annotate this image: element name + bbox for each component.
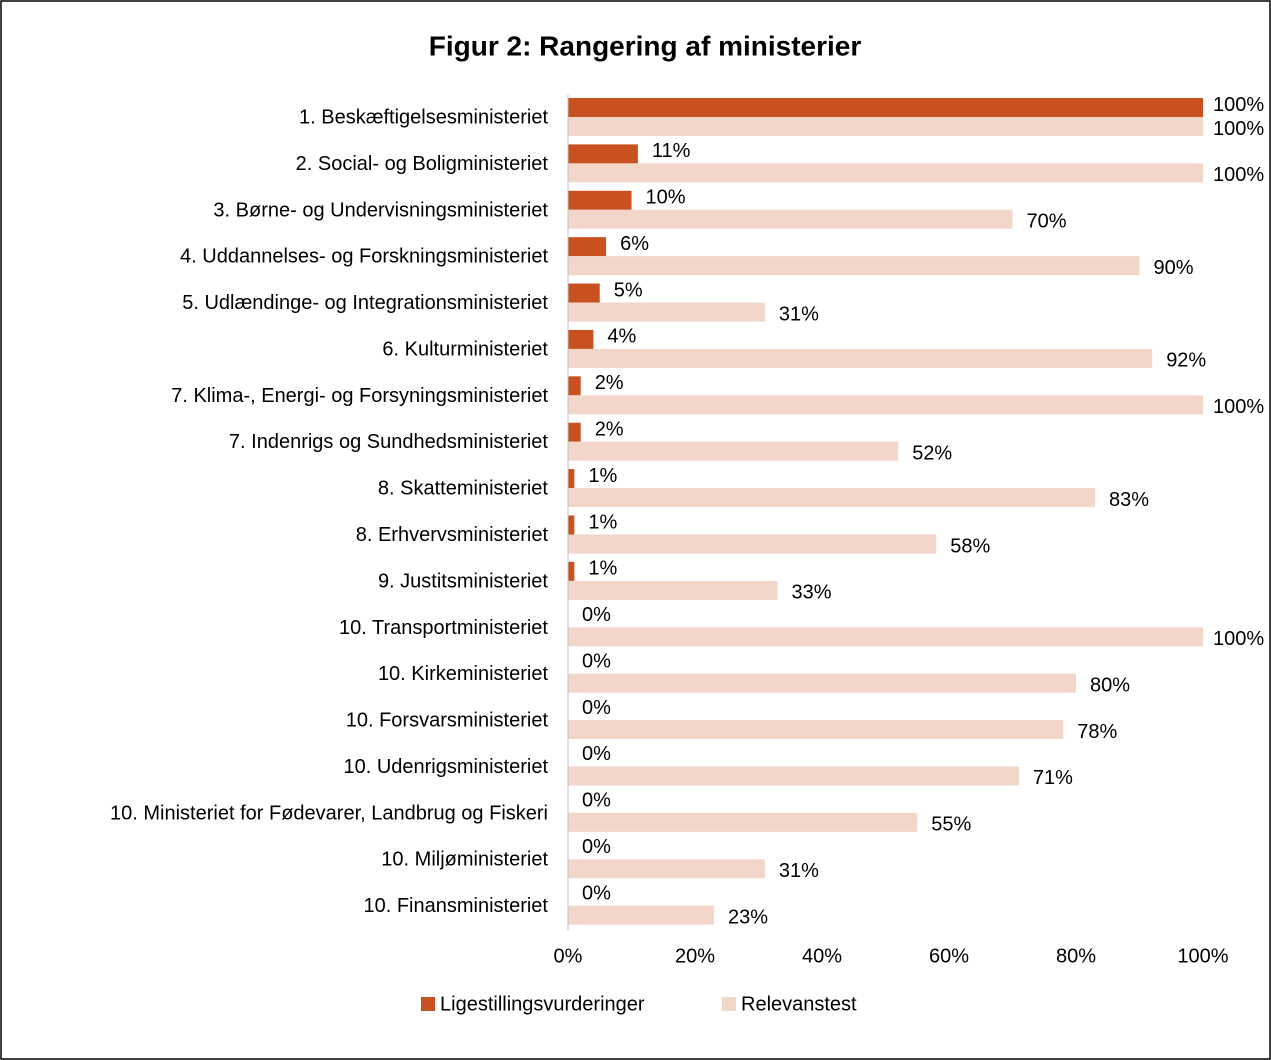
bar (568, 376, 581, 396)
bar (568, 117, 1203, 136)
data-label: 1% (588, 465, 617, 487)
data-label: 0% (582, 650, 611, 672)
bar (568, 348, 1153, 368)
bar (568, 163, 1203, 183)
data-label: 52% (912, 443, 952, 465)
data-label: 5% (614, 279, 643, 301)
data-label: 0% (582, 836, 611, 858)
data-label: 1% (588, 558, 617, 580)
bar (568, 209, 1013, 229)
x-tick-label: 60% (929, 945, 969, 967)
bar (568, 190, 632, 210)
data-label: 0% (582, 882, 611, 904)
data-label: 70% (1027, 211, 1067, 233)
bar (568, 283, 600, 303)
data-label: 33% (792, 582, 832, 604)
bar (568, 441, 899, 461)
legend-swatch (421, 997, 435, 1011)
data-label: 0% (582, 790, 611, 812)
data-label: 78% (1077, 721, 1117, 743)
data-label: 0% (582, 604, 611, 626)
y-tick-label: 2. Social- og Boligministeriet (296, 153, 549, 175)
y-tick-label: 6. Kulturministeriet (382, 338, 548, 360)
bar (568, 720, 1064, 740)
x-tick-label: 20% (675, 945, 715, 967)
y-tick-label: 4. Uddannelses- og Forskningsministeriet (180, 246, 548, 268)
bar (568, 766, 1019, 786)
data-label: 80% (1090, 674, 1130, 696)
bar (568, 302, 765, 322)
x-tick-label: 80% (1056, 945, 1096, 967)
data-label: 23% (728, 906, 768, 928)
bar (568, 422, 581, 442)
y-tick-label: 9. Justitsministeriet (378, 570, 548, 592)
legend-label: Ligestillingsvurderinger (440, 993, 645, 1015)
y-tick-label: 10. Finansministeriet (363, 895, 548, 917)
data-label: 0% (582, 743, 611, 765)
data-label: 6% (620, 233, 649, 255)
y-tick-label: 10. Kirkeministeriet (378, 663, 549, 685)
legend-swatch (722, 997, 736, 1011)
data-label: 100% (1213, 628, 1264, 650)
data-label: 10% (646, 187, 686, 209)
bar (568, 905, 715, 925)
y-tick-label: 10. Forsvarsministeriet (346, 710, 549, 732)
bar (568, 488, 1096, 508)
y-tick-label: 5. Udlændinge- og Integrationsministerie… (182, 292, 548, 314)
data-label: 100% (1213, 94, 1264, 116)
x-tick-label: 100% (1177, 945, 1228, 967)
bar (568, 580, 778, 600)
data-label: 100% (1213, 164, 1264, 186)
data-label: 92% (1166, 350, 1206, 372)
data-label: 11% (652, 140, 691, 162)
y-tick-label: 7. Klima-, Energi- og Forsyningsminister… (171, 385, 548, 407)
data-label: 83% (1109, 489, 1149, 511)
bar (568, 329, 594, 349)
data-label: 4% (607, 326, 636, 348)
x-tick-label: 0% (554, 945, 583, 967)
y-tick-label: 8. Erhvervsministeriet (356, 524, 549, 546)
data-label: 90% (1154, 257, 1194, 279)
y-tick-label: 1. Beskæftigelsesministeriet (299, 106, 548, 128)
chart-title: Figur 2: Rangering af ministerier (429, 30, 862, 61)
legend-label: Relevanstest (741, 993, 857, 1015)
y-tick-label: 8. Skatteministeriet (378, 478, 549, 500)
bar (568, 515, 575, 535)
bar (568, 673, 1076, 693)
y-tick-label: 10. Ministeriet for Fødevarer, Landbrug … (110, 802, 548, 824)
y-tick-label: 10. Miljøministeriet (381, 849, 548, 871)
bar (568, 534, 937, 554)
bar (568, 859, 765, 879)
data-label: 31% (779, 303, 819, 325)
bar (568, 812, 918, 832)
bar (568, 627, 1203, 647)
data-label: 58% (950, 535, 990, 557)
bar (568, 256, 1140, 276)
y-tick-label: 3. Børne- og Undervisningsministeriet (213, 199, 548, 221)
data-label: 1% (588, 511, 617, 533)
data-label: 2% (595, 372, 624, 394)
data-label: 100% (1213, 396, 1264, 418)
bar (568, 561, 575, 581)
data-label: 71% (1033, 767, 1073, 789)
data-label: 0% (582, 697, 611, 719)
bar (568, 98, 1203, 117)
y-tick-label: 7. Indenrigs og Sundhedsministeriet (229, 431, 549, 453)
y-tick-label: 10. Udenrigsministeriet (343, 756, 548, 778)
x-tick-label: 40% (802, 945, 842, 967)
data-label: 2% (595, 419, 624, 441)
data-label: 55% (931, 814, 971, 836)
bar (568, 395, 1203, 415)
bar (568, 469, 575, 489)
data-label: 100% (1213, 118, 1264, 140)
y-tick-label: 10. Transportministeriet (339, 617, 548, 639)
bar (568, 144, 638, 164)
bar (568, 237, 607, 257)
data-label: 31% (779, 860, 819, 882)
